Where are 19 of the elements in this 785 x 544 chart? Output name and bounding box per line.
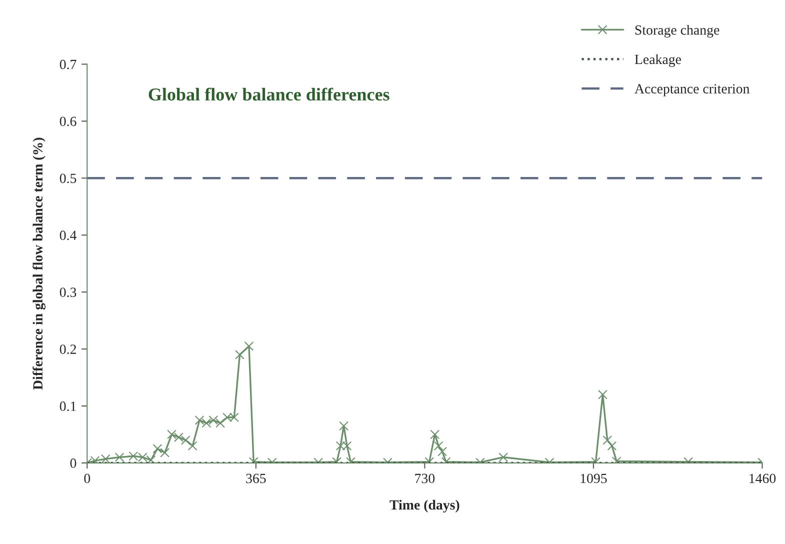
text: Global flow balance differences [148, 88, 390, 101]
y-tick-label: 0 [70, 458, 76, 468]
x-tick-label: 0 [84, 474, 90, 484]
legend-label: Storage change [635, 24, 720, 38]
x-axis-title: Time (days) [390, 500, 460, 512]
y-tick-label: 0.4 [60, 230, 76, 240]
y-tick-label: 0.5 [60, 174, 76, 184]
x-tick-label: 365 [246, 474, 266, 484]
y-axis-title: Difference in global flow balance term (%) [32, 138, 46, 390]
legend-label: Acceptance criterion [634, 84, 750, 96]
y-tick-label: 0.1 [60, 402, 76, 411]
x-tick-label: 1095 [580, 474, 607, 484]
x-tick-label: 1460 [750, 474, 776, 484]
y-tick-label: 0.7 [60, 60, 76, 70]
y-tick-label: 0.2 [60, 344, 76, 354]
x-tick-label: 730 [415, 474, 435, 484]
y-tick-label: 0.6 [60, 116, 76, 126]
legend-label: Leakage [634, 54, 681, 67]
y-tick-label: 0.3 [60, 288, 76, 298]
